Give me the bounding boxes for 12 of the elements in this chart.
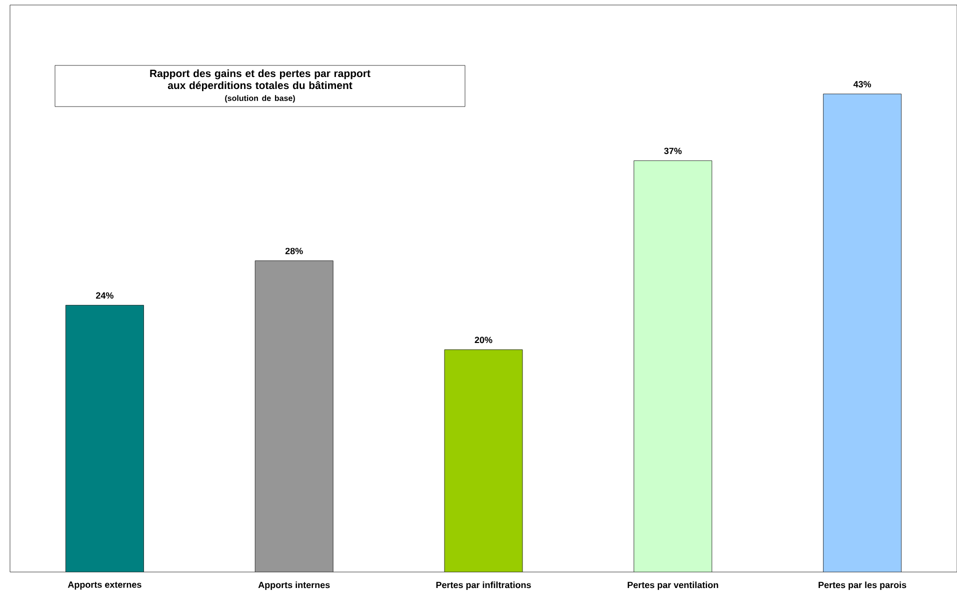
x-tick-label: Apports externes	[68, 582, 142, 590]
text: Rapport des gains et des pertes par rapport aux déperditions totales du bâtiment	[150, 69, 370, 92]
x-tick-label: Pertes par les parois	[818, 582, 906, 590]
x-tick-label: Pertes par infiltrations	[436, 582, 531, 590]
x-tick-label: Pertes par ventilation	[628, 582, 718, 590]
data-label: 20%	[474, 336, 492, 344]
data-label: 43%	[853, 81, 872, 88]
data-label: 28%	[285, 248, 303, 254]
text: (solution de base)	[225, 95, 295, 103]
data-label: 37%	[664, 148, 682, 154]
x-tick-label: Apports internes	[258, 582, 330, 590]
data-label: 24%	[96, 292, 114, 299]
